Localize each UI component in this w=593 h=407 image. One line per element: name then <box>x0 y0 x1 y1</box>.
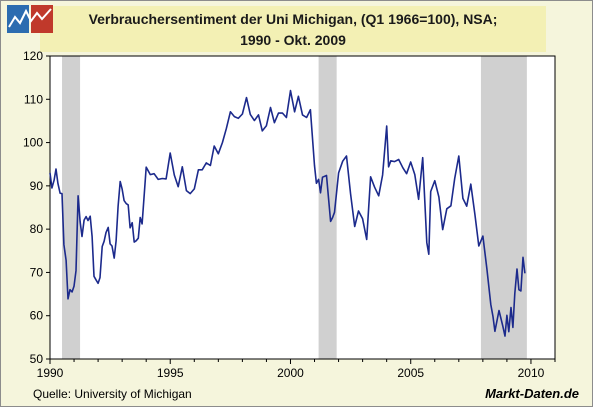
recession-band <box>480 56 527 359</box>
title-box <box>40 6 546 52</box>
plot-area <box>50 56 555 359</box>
x-tick-label: 2005 <box>397 366 424 380</box>
y-tick-label: 90 <box>30 179 44 193</box>
x-tick-label: 1995 <box>157 366 184 380</box>
brand-label: Markt-Daten.de <box>485 386 579 401</box>
y-tick-label: 70 <box>30 265 44 279</box>
y-tick-label: 50 <box>30 352 44 366</box>
plot-border <box>49 55 556 360</box>
y-tick-label: 100 <box>23 136 43 150</box>
y-tick-label: 110 <box>24 92 43 106</box>
x-tick-label: 2010 <box>518 366 545 380</box>
recession-band <box>318 56 337 359</box>
y-tick-label: 60 <box>30 309 44 323</box>
x-tick-label: 1990 <box>37 366 64 380</box>
chart-title-block: Verbrauchersentiment der Uni Michigan, (… <box>40 9 546 51</box>
series-line <box>49 89 526 337</box>
chart-title: Verbrauchersentiment der Uni Michigan, (… <box>88 11 498 27</box>
x-tick-label: 2000 <box>277 366 304 380</box>
source-note: Quelle: University of Michigan <box>33 387 192 401</box>
y-tick-label: 80 <box>30 222 44 236</box>
chart-subtitle: 1990 - Okt. 2009 <box>240 32 346 48</box>
y-tick-label: 120 <box>23 49 43 63</box>
chart-logo-icon <box>7 5 53 33</box>
